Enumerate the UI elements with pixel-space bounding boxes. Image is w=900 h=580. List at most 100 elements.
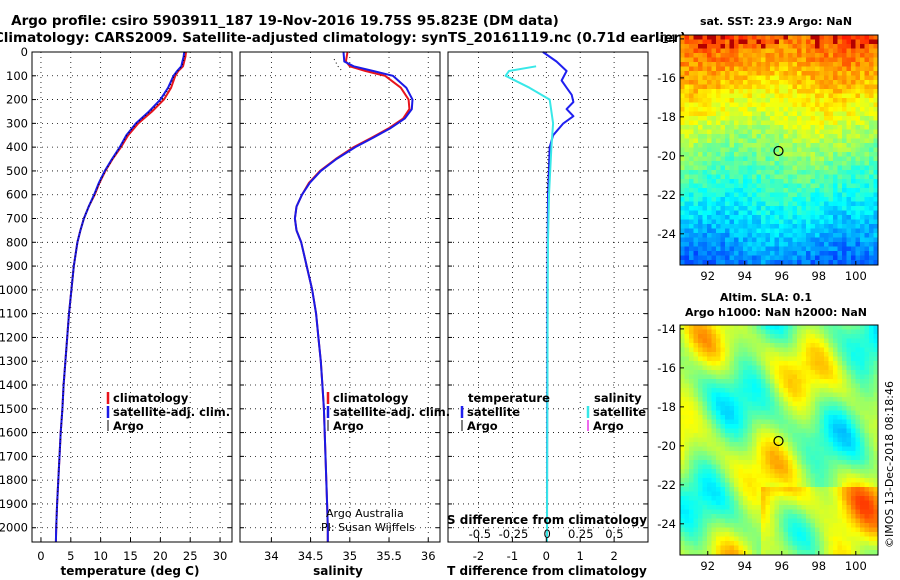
s-diff-tick-label: -0.5 bbox=[469, 527, 491, 541]
map-cell bbox=[828, 161, 834, 166]
map-cell bbox=[815, 338, 820, 344]
map-cell bbox=[720, 379, 726, 384]
figure-title-line2: Climatology: CARS2009. Satellite-adjuste… bbox=[0, 30, 686, 46]
map-cell bbox=[693, 509, 699, 515]
map-cell bbox=[698, 415, 703, 420]
map-cell bbox=[693, 500, 699, 506]
map-cell bbox=[819, 379, 825, 384]
map-cell bbox=[819, 401, 825, 407]
map-cell bbox=[864, 406, 870, 411]
map-cell bbox=[707, 39, 712, 45]
map-cell bbox=[689, 379, 694, 384]
map-cell bbox=[747, 93, 753, 99]
map-cell bbox=[725, 206, 730, 211]
map-cell bbox=[869, 428, 874, 434]
map-cell bbox=[828, 111, 834, 117]
map-cell bbox=[851, 464, 856, 470]
map-cell bbox=[689, 206, 694, 211]
map-cell bbox=[864, 347, 870, 353]
map-cell bbox=[842, 134, 847, 139]
map-cell bbox=[842, 424, 847, 429]
map-cell bbox=[855, 53, 861, 58]
map-cell bbox=[810, 514, 816, 519]
map-cell bbox=[783, 98, 789, 103]
map-cell bbox=[797, 156, 802, 162]
map-cell bbox=[738, 44, 744, 49]
map-cell bbox=[684, 518, 690, 524]
map-cell bbox=[770, 152, 775, 157]
map-cell bbox=[765, 219, 771, 225]
map-cell bbox=[837, 410, 843, 416]
map-cell bbox=[806, 464, 811, 470]
map-cell bbox=[860, 550, 865, 555]
map-cell bbox=[801, 35, 807, 40]
map-cell bbox=[846, 170, 852, 175]
map-cell bbox=[851, 174, 856, 180]
map-cell bbox=[833, 183, 838, 189]
map-cell bbox=[720, 143, 726, 148]
map-cell bbox=[774, 134, 780, 139]
map-cell bbox=[801, 347, 807, 353]
map-cell bbox=[725, 237, 730, 243]
map-cell bbox=[855, 102, 861, 108]
map-cell bbox=[833, 134, 838, 139]
map-cell bbox=[680, 388, 685, 393]
map-cell bbox=[860, 415, 865, 420]
map-cell bbox=[846, 210, 852, 216]
map-cell bbox=[765, 237, 771, 243]
map-cell bbox=[774, 455, 780, 461]
map-cell bbox=[698, 48, 703, 54]
map-cell bbox=[828, 224, 834, 229]
map-cell bbox=[855, 48, 861, 54]
map-cell bbox=[684, 246, 690, 252]
map-cell bbox=[828, 246, 834, 252]
map-cell bbox=[846, 505, 852, 510]
map-cell bbox=[761, 487, 766, 492]
map-cell bbox=[815, 170, 820, 175]
map-cell bbox=[765, 255, 771, 261]
map-cell bbox=[774, 406, 780, 411]
sst-argo-marker bbox=[773, 145, 784, 157]
map-cell bbox=[698, 201, 703, 207]
map-cell bbox=[707, 111, 712, 117]
map-cell bbox=[761, 428, 766, 434]
map-cell bbox=[756, 500, 762, 506]
map-cell bbox=[846, 237, 852, 243]
map-cell bbox=[702, 255, 708, 261]
map-cell bbox=[806, 237, 811, 243]
map-cell bbox=[801, 541, 807, 546]
map-cell bbox=[833, 197, 838, 202]
map-cell bbox=[855, 370, 861, 375]
map-cell bbox=[693, 541, 699, 546]
map-cell bbox=[792, 428, 798, 434]
map-cell bbox=[815, 365, 820, 371]
map-cell bbox=[783, 446, 789, 452]
map-cell bbox=[801, 89, 807, 94]
map-cell bbox=[774, 379, 780, 384]
pi-annotation: PI: Susan Wijffels bbox=[321, 521, 415, 534]
map-cell bbox=[864, 246, 870, 252]
map-cell bbox=[779, 219, 784, 225]
map-cell bbox=[855, 224, 861, 229]
map-cell bbox=[860, 260, 865, 265]
map-cell bbox=[752, 406, 757, 411]
map-cell bbox=[855, 365, 861, 371]
map-cell bbox=[855, 451, 861, 456]
map-cell bbox=[716, 170, 721, 175]
map-cell bbox=[833, 392, 838, 398]
map-cell bbox=[734, 242, 739, 247]
map-cell bbox=[693, 93, 699, 99]
map-cell bbox=[720, 397, 726, 402]
map-cell bbox=[711, 71, 717, 76]
map-cell bbox=[734, 179, 739, 184]
map-cell bbox=[851, 356, 856, 362]
map-cell bbox=[711, 111, 717, 117]
map-cell bbox=[743, 174, 748, 180]
map-cell bbox=[738, 415, 744, 420]
map-cell bbox=[855, 545, 861, 551]
map-cell bbox=[806, 406, 811, 411]
map-cell bbox=[765, 455, 771, 461]
map-cell bbox=[873, 242, 878, 247]
map-cell bbox=[756, 379, 762, 384]
map-cell bbox=[761, 505, 766, 510]
